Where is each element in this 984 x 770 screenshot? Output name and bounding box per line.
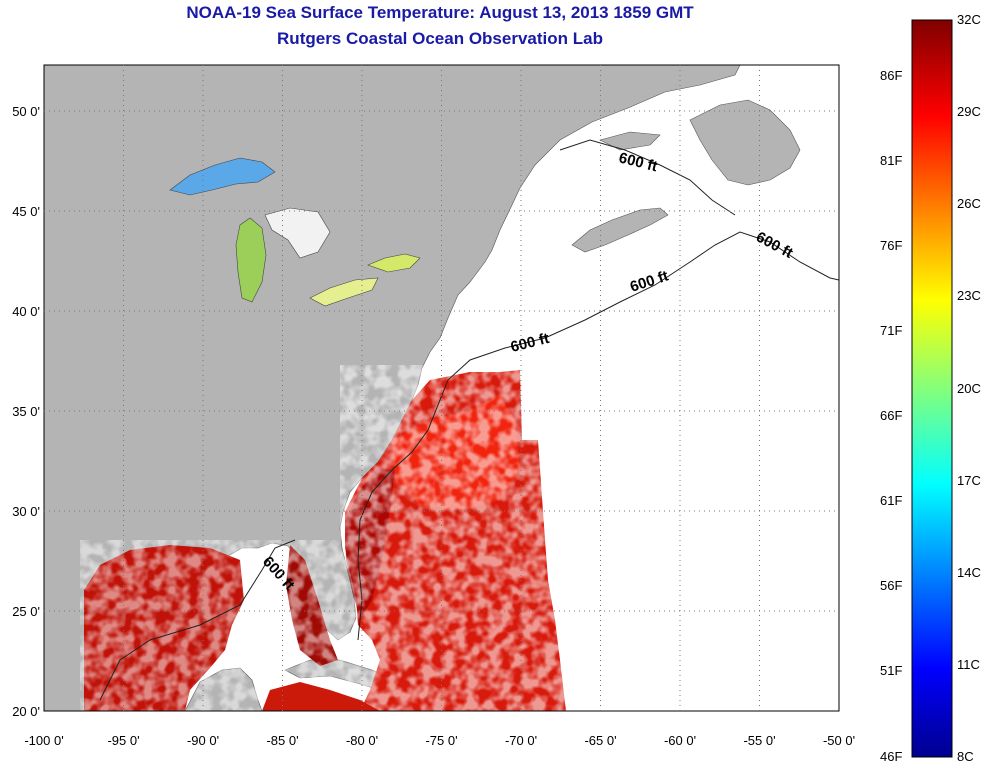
y-axis: 20 0' 25 0' 30 0' 35 0' 40 0' 45 0' 50 0' xyxy=(12,104,40,719)
colorbar-fahrenheit-label: 46F xyxy=(880,749,903,764)
x-tick-label: -70 0' xyxy=(505,733,537,748)
depth-contour-gulf xyxy=(99,539,296,701)
lake-huron xyxy=(264,207,331,259)
y-tick-label: 25 0' xyxy=(12,604,40,619)
colorbar-fahrenheit-label: 66F xyxy=(880,408,903,423)
colorbar-fahrenheit-label: 76F xyxy=(880,238,903,253)
map-subtitle: Rutgers Coastal Ocean Observation Lab xyxy=(277,29,603,48)
colorbar-celsius-label: 20C xyxy=(957,380,981,396)
colorbar xyxy=(911,19,953,758)
lake-michigan xyxy=(235,217,267,303)
colorbar-fahrenheit-label: 61F xyxy=(880,493,903,508)
sst-field-atlantic xyxy=(340,365,570,711)
x-tick-label: -55 0' xyxy=(743,733,775,748)
x-tick-label: -50 0' xyxy=(823,733,855,748)
x-tick-label: -100 0' xyxy=(24,733,63,748)
x-tick-label: -60 0' xyxy=(664,733,696,748)
colorbar-celsius-label: 8C xyxy=(957,749,974,764)
y-tick-label: 50 0' xyxy=(12,104,40,119)
lake-ontario xyxy=(367,253,421,273)
x-tick-label: -65 0' xyxy=(584,733,616,748)
x-tick-label: -75 0' xyxy=(425,733,457,748)
colorbar-celsius-label: 17C xyxy=(957,472,981,488)
y-tick-label: 20 0' xyxy=(12,704,40,719)
colorbar-celsius-label: 29C xyxy=(957,104,981,120)
y-tick-label: 40 0' xyxy=(12,304,40,319)
y-tick-label: 30 0' xyxy=(12,504,40,519)
map-title: NOAA-19 Sea Surface Temperature: August … xyxy=(186,3,694,22)
x-tick-label: -85 0' xyxy=(266,733,298,748)
colorbar-fahrenheit-label: 86F xyxy=(880,68,903,83)
colorbar-fahrenheit-label: 56F xyxy=(880,578,903,593)
depth-contour-labrador xyxy=(559,139,736,216)
colorbar-celsius-label: 14C xyxy=(957,564,981,580)
colorbar-celsius-label: 26C xyxy=(957,196,981,212)
x-tick-label: -95 0' xyxy=(107,733,139,748)
y-tick-label: 35 0' xyxy=(12,404,40,419)
x-axis: -100 0' -95 0' -90 0' -85 0' -80 0' -75 0' -70… xyxy=(24,733,855,748)
newfoundland xyxy=(689,99,801,186)
colorbar-fahrenheit-label: 71F xyxy=(880,323,903,338)
colorbar-celsius-label: 23C xyxy=(957,288,981,304)
colorbar-fahrenheit-label: 81F xyxy=(880,153,903,168)
x-tick-label: -90 0' xyxy=(187,733,219,748)
colorbar-celsius-label: 32C xyxy=(957,12,981,27)
colorbar-fahrenheit-label: 51F xyxy=(880,663,903,678)
x-tick-label: -80 0' xyxy=(346,733,378,748)
y-tick-label: 45 0' xyxy=(12,204,40,219)
depth-contour-600ft xyxy=(357,231,839,641)
lake-erie xyxy=(309,277,379,307)
nova-scotia xyxy=(571,207,669,253)
sst-field-caribbean xyxy=(262,682,380,711)
lake-superior xyxy=(169,157,276,196)
colorbar-celsius-label: 11C xyxy=(957,656,980,672)
anticosti-island xyxy=(599,131,661,151)
